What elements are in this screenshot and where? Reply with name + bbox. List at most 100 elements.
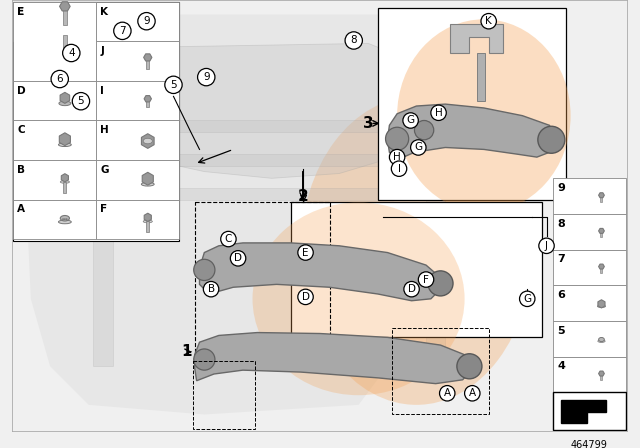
- Text: D: D: [234, 253, 242, 263]
- Polygon shape: [60, 2, 70, 11]
- Text: 464799: 464799: [570, 439, 607, 448]
- Ellipse shape: [397, 19, 571, 212]
- Text: 6: 6: [557, 290, 565, 300]
- Text: 5: 5: [77, 96, 84, 106]
- Text: D: D: [17, 86, 26, 96]
- Bar: [93, 48, 113, 366]
- Bar: [600, 374, 602, 380]
- Text: G: G: [414, 142, 422, 152]
- Circle shape: [465, 386, 480, 401]
- Bar: [97, 42, 179, 81]
- Text: A: A: [468, 388, 476, 398]
- Text: B: B: [17, 165, 26, 175]
- Polygon shape: [598, 264, 604, 269]
- Polygon shape: [200, 243, 440, 301]
- Ellipse shape: [597, 305, 605, 308]
- Polygon shape: [144, 95, 152, 102]
- Text: D: D: [408, 284, 415, 294]
- Ellipse shape: [143, 138, 152, 144]
- Circle shape: [63, 44, 80, 62]
- Text: H: H: [100, 125, 109, 135]
- Bar: [600, 231, 602, 237]
- Polygon shape: [60, 133, 70, 146]
- Polygon shape: [598, 371, 604, 376]
- Bar: [378, 8, 566, 201]
- Text: 7: 7: [557, 254, 565, 264]
- Circle shape: [72, 93, 90, 110]
- Circle shape: [391, 161, 407, 177]
- Bar: [13, 81, 97, 121]
- Polygon shape: [61, 174, 68, 182]
- Text: 4: 4: [557, 362, 565, 371]
- Circle shape: [345, 32, 362, 49]
- Circle shape: [440, 386, 455, 401]
- Ellipse shape: [60, 215, 70, 221]
- Bar: [13, 160, 97, 199]
- Text: F: F: [100, 204, 108, 214]
- Ellipse shape: [58, 220, 71, 224]
- Text: A: A: [17, 204, 26, 214]
- Text: K: K: [485, 16, 492, 26]
- Circle shape: [204, 281, 219, 297]
- Bar: [553, 321, 625, 357]
- Ellipse shape: [253, 202, 465, 395]
- Bar: [426, 46, 445, 357]
- Ellipse shape: [301, 96, 532, 405]
- Circle shape: [165, 76, 182, 94]
- Ellipse shape: [60, 181, 70, 183]
- Ellipse shape: [143, 220, 152, 223]
- Circle shape: [298, 245, 313, 260]
- Bar: [13, 121, 97, 160]
- Circle shape: [419, 272, 434, 287]
- Ellipse shape: [59, 101, 71, 106]
- Circle shape: [389, 150, 405, 165]
- Bar: [553, 214, 625, 250]
- Bar: [147, 99, 149, 107]
- Bar: [108, 154, 397, 166]
- Text: 3: 3: [363, 116, 374, 131]
- Text: 9: 9: [143, 16, 150, 26]
- Text: A: A: [444, 388, 451, 398]
- Circle shape: [520, 291, 535, 306]
- Polygon shape: [598, 193, 604, 198]
- Polygon shape: [144, 213, 151, 221]
- Text: H: H: [393, 152, 401, 162]
- Circle shape: [403, 113, 419, 128]
- Bar: [553, 178, 625, 214]
- Polygon shape: [387, 104, 556, 159]
- Bar: [63, 6, 67, 26]
- Circle shape: [411, 140, 426, 155]
- Bar: [13, 199, 97, 239]
- Polygon shape: [561, 400, 606, 423]
- Bar: [600, 195, 602, 202]
- Ellipse shape: [598, 340, 605, 342]
- Polygon shape: [598, 228, 604, 233]
- Text: E: E: [302, 248, 308, 258]
- Text: 8: 8: [351, 35, 357, 46]
- Circle shape: [64, 218, 66, 220]
- Bar: [146, 57, 149, 69]
- Text: D: D: [301, 292, 310, 302]
- Ellipse shape: [141, 22, 154, 26]
- Polygon shape: [141, 134, 154, 148]
- Bar: [193, 362, 255, 429]
- Circle shape: [198, 69, 215, 86]
- Bar: [553, 357, 625, 392]
- Circle shape: [114, 22, 131, 39]
- Text: C: C: [225, 234, 232, 244]
- Polygon shape: [598, 300, 605, 308]
- Ellipse shape: [142, 18, 153, 26]
- Circle shape: [298, 289, 313, 305]
- Text: 1: 1: [182, 345, 192, 359]
- Circle shape: [428, 271, 453, 296]
- Bar: [63, 35, 67, 50]
- Text: 9: 9: [557, 183, 565, 193]
- Bar: [477, 53, 485, 101]
- Circle shape: [481, 13, 497, 29]
- Circle shape: [385, 127, 409, 151]
- Text: B: B: [207, 284, 214, 294]
- Circle shape: [230, 250, 246, 266]
- Text: F: F: [423, 275, 429, 284]
- Text: I: I: [397, 164, 401, 174]
- Bar: [392, 328, 489, 414]
